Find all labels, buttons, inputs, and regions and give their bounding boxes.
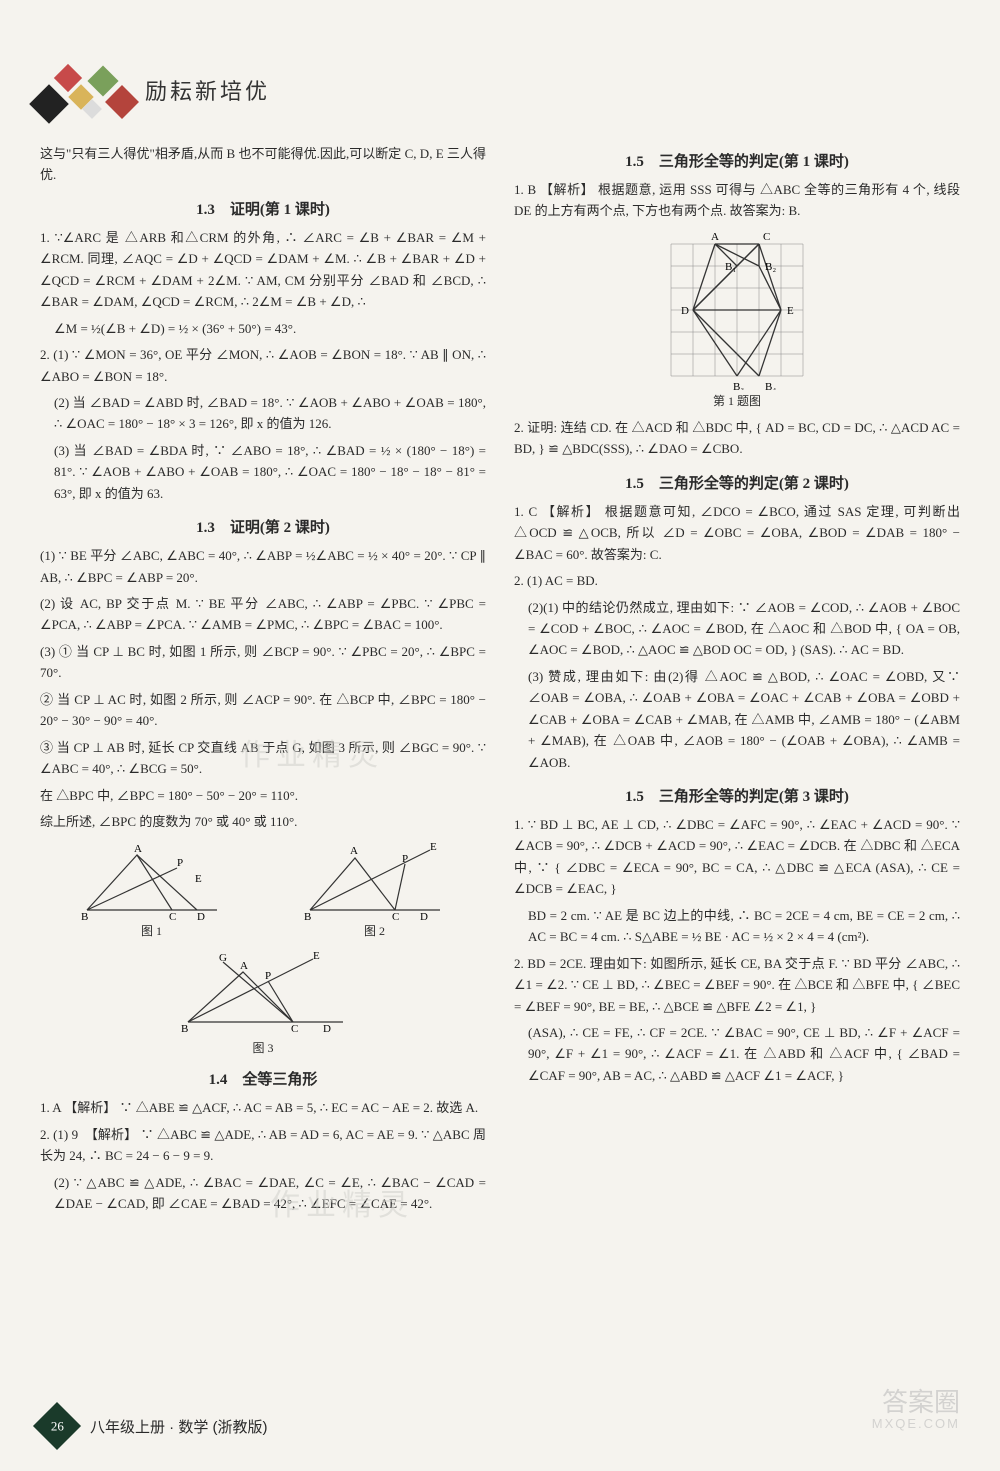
problem-1-5c-2: 2. BD = 2CE. 理由如下: 如图所示, 延长 CE, BA 交于点 F… — [514, 953, 960, 1017]
problem-1-3b-3a: (3) ① 当 CP ⊥ BC 时, 如图 1 所示, 则 ∠BCP = 90°… — [40, 641, 486, 684]
problem-1-5b-2c: (3) 赞成, 理由如下: 由(2)得 △AOC ≌ △BOD, ∴ ∠OAC … — [514, 666, 960, 773]
problem-1-3b-3c: ③ 当 CP ⊥ AB 时, 延长 CP 交直线 AB 于点 G, 如图 3 所… — [40, 737, 486, 780]
svg-text:D: D — [323, 1023, 331, 1035]
watermark: 答案圈 MXQE.COM — [872, 1388, 960, 1431]
problem-1-5c-1: 1. ∵ BD ⊥ BC, AE ⊥ CD, ∴ ∠DBC = ∠AFC = 9… — [514, 814, 960, 900]
svg-text:C: C — [169, 911, 176, 920]
svg-text:C: C — [291, 1023, 298, 1035]
svg-text:A: A — [240, 960, 248, 972]
svg-text:A: A — [711, 231, 719, 243]
problem-1-4-2b: (2) ∵ △ABC ≌ △ADE, ∴ ∠BAC = ∠DAE, ∠C = ∠… — [40, 1172, 486, 1215]
svg-text:B₁: B₁ — [725, 261, 736, 273]
problem-1-5b-1: 1. C 【解析】 根据题意可知, ∠DCO = ∠BCO, 通过 SAS 定理… — [514, 501, 960, 565]
page-number-badge: 26 — [33, 1402, 81, 1450]
section-heading-1-3b: 1.3 证明(第 2 课时) — [40, 516, 486, 537]
problem-1-4-2: 2. (1) 9 【解析】 ∵ △ABC ≌ △ADE, ∴ AB = AD =… — [40, 1124, 486, 1167]
problem-1-3a-2c: (3) 当 ∠BAD = ∠BDA 时, ∵ ∠ABO = 18°, ∴ ∠BA… — [40, 440, 486, 504]
figure-2: A P E B C D 图 2 — [300, 840, 450, 939]
svg-text:B₄: B₄ — [765, 381, 776, 390]
svg-text:P: P — [402, 853, 408, 865]
page-number: 26 — [51, 1418, 64, 1434]
problem-1-4-1: 1. A 【解析】 ∵ △ABE ≌ △ACF, ∴ AC = AB = 5, … — [40, 1097, 486, 1118]
series-title: 励耘新培优 — [145, 74, 270, 106]
section-heading-1-3a: 1.3 证明(第 1 课时) — [40, 198, 486, 219]
svg-text:B₂: B₂ — [765, 261, 776, 273]
problem-1-3a-2b: (2) 当 ∠BAD = ∠ABD 时, ∠BAD = 18°. ∵ ∠AOB … — [40, 392, 486, 435]
problem-1-5a-2: 2. 证明: 连结 CD. 在 △ACD 和 △BDC 中, { AD = BC… — [514, 417, 960, 460]
svg-text:E: E — [195, 873, 202, 885]
svg-text:E: E — [313, 950, 320, 962]
figure-1-label: 图 1 — [77, 922, 227, 939]
svg-text:G: G — [219, 952, 227, 964]
page-footer: 26 八年级上册 · 数学 (浙教版) — [40, 1409, 268, 1443]
svg-text:P: P — [177, 857, 183, 869]
svg-text:B₃: B₃ — [733, 381, 744, 390]
figure-3-label: 图 3 — [173, 1039, 353, 1056]
figure-2-label: 图 2 — [300, 922, 450, 939]
problem-1-3b-3b: ② 当 CP ⊥ AC 时, 如图 2 所示, 则 ∠ACP = 90°. 在 … — [40, 689, 486, 732]
svg-text:E: E — [787, 305, 794, 317]
problem-1-3b-3d: 在 △BPC 中, ∠BPC = 180° − 50° − 20° = 110°… — [40, 785, 486, 806]
triangle-figures-row: A P E B C D 图 1 A — [40, 840, 486, 939]
section-heading-1-5b: 1.5 三角形全等的判定(第 2 课时) — [514, 472, 960, 493]
section-heading-1-5a: 1.5 三角形全等的判定(第 1 课时) — [514, 150, 960, 171]
svg-text:A: A — [134, 843, 142, 855]
problem-1-3b-3e: 综上所述, ∠BPC 的度数为 70° 或 40° 或 110°. — [40, 811, 486, 832]
problem-1-3a-1: 1. ∵∠ARC 是 △ARB 和△CRM 的外角, ∴ ∠ARC = ∠B +… — [40, 227, 486, 313]
svg-text:B: B — [304, 911, 311, 920]
logo-diamonds — [30, 60, 140, 120]
left-column: 这与"只有三人得优"相矛盾,从而 B 也不可能得优.因此,可以断定 C, D, … — [40, 138, 486, 1220]
svg-text:B: B — [81, 911, 88, 920]
page-header: 励耘新培优 — [30, 60, 960, 120]
grid-figure-label: 第 1 题图 — [514, 392, 960, 409]
grid-figure: A C B₁ B₂ D E B₃ B₄ 第 1 题图 — [514, 230, 960, 409]
problem-1-5b-2: 2. (1) AC = BD. — [514, 570, 960, 591]
problem-1-3b-1: (1) ∵ BE 平分 ∠ABC, ∠ABC = 40°, ∴ ∠ABP = ½… — [40, 545, 486, 588]
svg-text:E: E — [430, 841, 437, 853]
watermark-sub: MXQE.COM — [872, 1417, 960, 1431]
intro-paragraph: 这与"只有三人得优"相矛盾,从而 B 也不可能得优.因此,可以断定 C, D, … — [40, 143, 486, 186]
watermark-main: 答案圈 — [872, 1388, 960, 1417]
problem-1-5b-2b: (2)(1) 中的结论仍然成立, 理由如下: ∵ ∠AOB = ∠COD, ∴ … — [514, 597, 960, 661]
problem-1-3a-1b: ∠M = ½(∠B + ∠D) = ½ × (36° + 50°) = 43°. — [40, 318, 486, 339]
problem-1-3a-2: 2. (1) ∵ ∠MON = 36°, OE 平分 ∠MON, ∴ ∠AOB … — [40, 344, 486, 387]
footer-text: 八年级上册 · 数学 (浙教版) — [90, 1416, 268, 1437]
problem-1-5a-1: 1. B 【解析】 根据题意, 运用 SSS 可得与 △ABC 全等的三角形有 … — [514, 179, 960, 222]
problem-1-5c-1b: BD = 2 cm. ∵ AE 是 BC 边上的中线, ∴ BC = 2CE =… — [514, 905, 960, 948]
right-column: 1.5 三角形全等的判定(第 1 课时) 1. B 【解析】 根据题意, 运用 … — [514, 138, 960, 1220]
problem-1-5c-2b: (ASA), ∴ CE = FE, ∴ CF = 2CE. ∵ ∠BAC = 9… — [514, 1022, 960, 1086]
figure-1: A P E B C D 图 1 — [77, 840, 227, 939]
section-heading-1-4: 1.4 全等三角形 — [40, 1068, 486, 1089]
section-heading-1-5c: 1.5 三角形全等的判定(第 3 课时) — [514, 785, 960, 806]
svg-text:D: D — [197, 911, 205, 920]
svg-text:B: B — [181, 1023, 188, 1035]
figure-3: G A P E B C D 图 3 — [173, 947, 353, 1056]
svg-text:A: A — [350, 845, 358, 857]
svg-text:C: C — [763, 231, 770, 243]
svg-text:P: P — [265, 970, 271, 982]
svg-text:C: C — [392, 911, 399, 920]
svg-text:D: D — [420, 911, 428, 920]
problem-1-3b-2: (2) 设 AC, BP 交于点 M. ∵ BE 平分 ∠ABC, ∴ ∠ABP… — [40, 593, 486, 636]
svg-text:D: D — [681, 305, 689, 317]
